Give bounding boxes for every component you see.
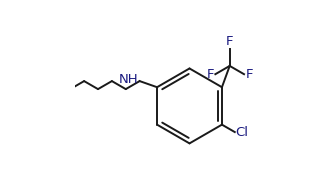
Text: F: F	[226, 35, 233, 48]
Text: F: F	[245, 68, 253, 81]
Text: Cl: Cl	[236, 126, 249, 139]
Text: NH: NH	[119, 73, 139, 86]
Text: F: F	[206, 68, 214, 81]
